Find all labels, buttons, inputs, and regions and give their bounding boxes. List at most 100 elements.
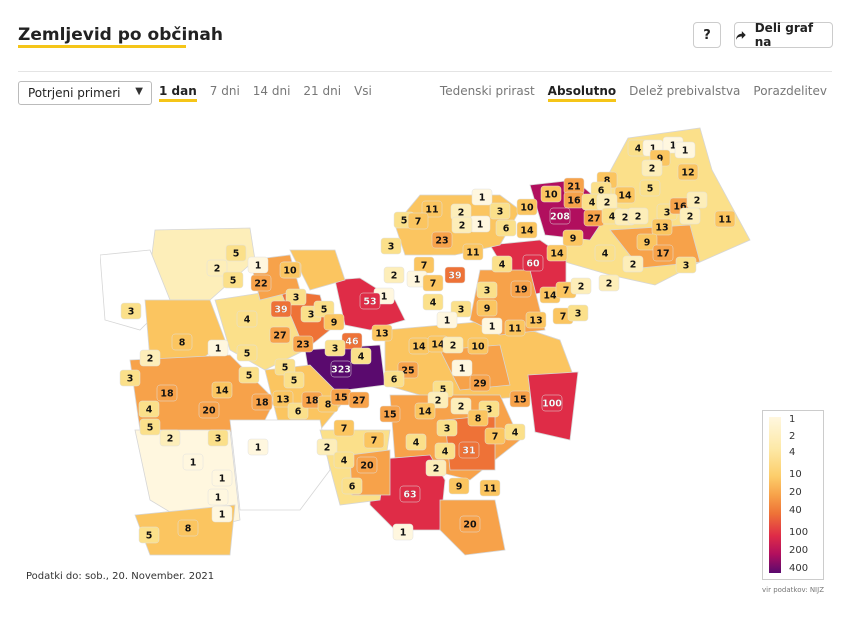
- municipality-cell[interactable]: [448, 477, 470, 495]
- municipality-cell[interactable]: [236, 310, 258, 328]
- municipality-cell[interactable]: [522, 254, 544, 272]
- municipality-cell[interactable]: [679, 207, 701, 225]
- municipality-cell[interactable]: [436, 419, 458, 437]
- municipality-cell[interactable]: [504, 423, 526, 441]
- municipality-cell[interactable]: [211, 381, 233, 399]
- tab-delez-prebivalstva[interactable]: Delež prebivalstva: [629, 84, 741, 98]
- municipality-cell[interactable]: [546, 244, 568, 262]
- municipality-cell[interactable]: [139, 418, 161, 436]
- municipality-cell[interactable]: [250, 274, 272, 292]
- municipality-cell[interactable]: [383, 266, 405, 284]
- municipality-cell[interactable]: [462, 243, 484, 261]
- municipality-cell[interactable]: [333, 419, 355, 437]
- municipality-cell[interactable]: [598, 274, 620, 292]
- municipality-cell[interactable]: [495, 219, 517, 237]
- municipality-cell[interactable]: [540, 185, 562, 203]
- municipality-cell[interactable]: [479, 479, 501, 497]
- municipality-cell[interactable]: [451, 216, 473, 234]
- municipality-cell[interactable]: [211, 469, 233, 487]
- municipality-cell[interactable]: [510, 280, 532, 298]
- metric-select[interactable]: Potrjeni primeri ▼: [18, 81, 152, 105]
- municipality-cell[interactable]: [471, 188, 493, 206]
- municipality-cell[interactable]: [383, 370, 405, 388]
- municipality-cell[interactable]: [627, 207, 649, 225]
- municipality-cell[interactable]: [476, 281, 498, 299]
- municipality-cell[interactable]: [270, 300, 292, 318]
- municipality-cell[interactable]: [138, 526, 160, 544]
- help-button[interactable]: ?: [693, 22, 721, 48]
- municipality-cell[interactable]: [285, 288, 307, 306]
- municipality-cell[interactable]: [392, 523, 414, 541]
- municipality-cell[interactable]: [422, 274, 444, 292]
- municipality-cell[interactable]: [251, 393, 273, 411]
- municipality-cell[interactable]: [422, 293, 444, 311]
- municipality-cell[interactable]: [476, 299, 498, 317]
- tab-7-dni[interactable]: 7 dni: [209, 84, 240, 98]
- municipality-cell[interactable]: [442, 336, 464, 354]
- municipality-cell[interactable]: [481, 317, 503, 335]
- municipality-cell[interactable]: [414, 402, 436, 420]
- municipality-region[interactable]: [289, 249, 346, 291]
- municipality-cell[interactable]: [380, 237, 402, 255]
- municipality-cell[interactable]: [674, 141, 696, 159]
- municipality-cell[interactable]: [434, 442, 456, 460]
- municipality-cell[interactable]: [516, 198, 538, 216]
- municipality-cell[interactable]: [450, 397, 472, 415]
- municipality-cell[interactable]: [139, 349, 161, 367]
- municipality-cell[interactable]: [425, 459, 447, 477]
- municipality-cell[interactable]: [489, 202, 511, 220]
- municipality-cell[interactable]: [333, 451, 355, 469]
- municipality-cell[interactable]: [467, 409, 489, 427]
- municipality-cell[interactable]: [283, 371, 305, 389]
- municipality-cell[interactable]: [504, 319, 526, 337]
- municipality-cell[interactable]: [407, 212, 429, 230]
- municipality-cell[interactable]: [120, 302, 142, 320]
- municipality-cell[interactable]: [330, 360, 352, 378]
- municipality-cell[interactable]: [177, 519, 199, 537]
- municipality-cell[interactable]: [207, 488, 229, 506]
- municipality-cell[interactable]: [675, 256, 697, 274]
- municipality-cell[interactable]: [159, 429, 181, 447]
- municipality-cell[interactable]: [323, 313, 345, 331]
- municipality-cell[interactable]: [316, 438, 338, 456]
- tab-vsi[interactable]: Vsi: [354, 84, 372, 98]
- municipality-cell[interactable]: [458, 441, 480, 459]
- municipality-cell[interactable]: [541, 394, 563, 412]
- municipality-cell[interactable]: [359, 292, 381, 310]
- municipality-cell[interactable]: [570, 277, 592, 295]
- tab-1-dan[interactable]: 1 dan: [159, 84, 197, 102]
- municipality-cell[interactable]: [636, 233, 658, 251]
- municipality-cell[interactable]: [279, 261, 301, 279]
- municipality-cell[interactable]: [222, 271, 244, 289]
- municipality-cell[interactable]: [363, 431, 385, 449]
- municipality-cell[interactable]: [236, 344, 258, 362]
- municipality-cell[interactable]: [269, 326, 291, 344]
- municipality-cell[interactable]: [211, 505, 233, 523]
- municipality-cell[interactable]: [594, 244, 616, 262]
- municipality-cell[interactable]: [516, 221, 538, 239]
- municipality-cell[interactable]: [371, 324, 393, 342]
- municipality-cell[interactable]: [238, 366, 260, 384]
- municipality-cell[interactable]: [652, 244, 674, 262]
- municipality-cell[interactable]: [509, 390, 531, 408]
- municipality-cell[interactable]: [562, 229, 584, 247]
- municipality-cell[interactable]: [225, 244, 247, 262]
- municipality-cell[interactable]: [491, 255, 513, 273]
- tab-14-dni[interactable]: 14 dni: [252, 84, 291, 98]
- municipality-cell[interactable]: [431, 231, 453, 249]
- tab-tedenski-prirast[interactable]: Tedenski prirast: [439, 84, 535, 98]
- municipality-cell[interactable]: [399, 485, 421, 503]
- municipality-cell[interactable]: [272, 390, 294, 408]
- municipality-cell[interactable]: [341, 477, 363, 495]
- municipality-cell[interactable]: [156, 384, 178, 402]
- municipality-cell[interactable]: [207, 339, 229, 357]
- municipality-cell[interactable]: [405, 433, 427, 451]
- municipality-cell[interactable]: [350, 347, 372, 365]
- municipality-cell[interactable]: [714, 210, 736, 228]
- share-button[interactable]: Deli graf na: [734, 21, 833, 49]
- municipality-cell[interactable]: [451, 359, 473, 377]
- tab-21-dni[interactable]: 21 dni: [303, 84, 342, 98]
- municipality-cell[interactable]: [348, 391, 370, 409]
- municipality-cell[interactable]: [138, 400, 160, 418]
- municipality-cell[interactable]: [171, 333, 193, 351]
